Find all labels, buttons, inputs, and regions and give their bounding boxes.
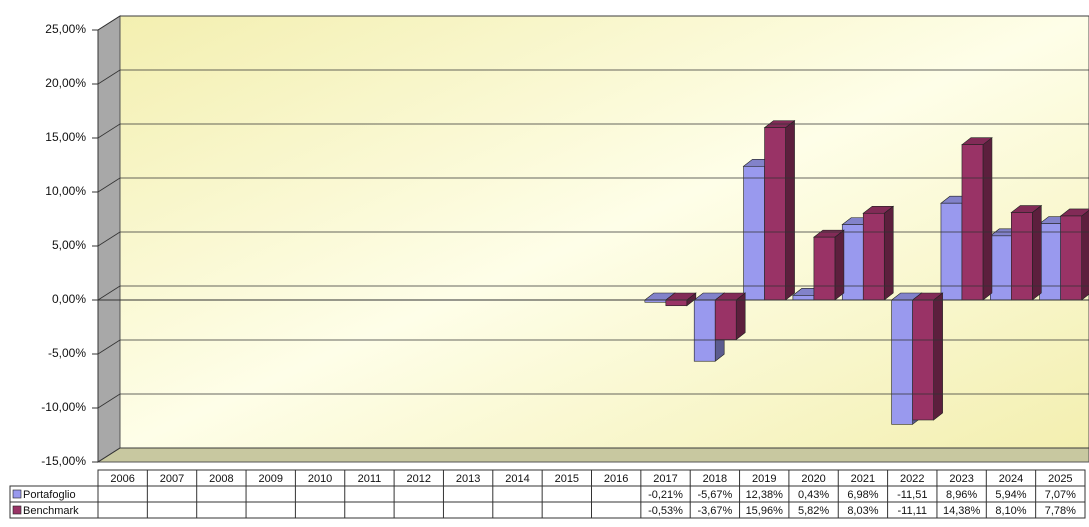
bar — [891, 299, 913, 425]
legend-swatch — [12, 489, 22, 499]
x-tick-label: 2009 — [258, 473, 282, 485]
x-tick-label: 2007 — [160, 473, 184, 485]
grid-line-side — [97, 69, 121, 85]
data-label: 7,07% — [1045, 489, 1076, 501]
x-tick-label: 2016 — [604, 473, 628, 485]
data-label: -5,67% — [697, 489, 732, 501]
bar — [912, 299, 934, 421]
legend-swatch — [12, 505, 22, 515]
data-label: 0,43% — [798, 489, 829, 501]
grid-line-side — [97, 285, 121, 301]
y-tick-label: 5,00% — [52, 238, 86, 252]
grid-line-side — [97, 447, 121, 463]
x-tick-label: 2008 — [209, 473, 233, 485]
data-label: 5,94% — [995, 489, 1026, 501]
bar — [1039, 223, 1061, 301]
data-label: 8,10% — [995, 505, 1026, 517]
bar — [1010, 212, 1033, 301]
x-tick-label: 2022 — [900, 473, 924, 485]
x-tick-label: 2017 — [653, 473, 677, 485]
y-tick-label: -10,00% — [41, 400, 86, 414]
bar-side — [982, 137, 993, 301]
legend-label: Benchmark — [23, 505, 79, 517]
bar — [764, 127, 786, 301]
bar — [862, 212, 885, 301]
bar — [813, 236, 836, 301]
x-tick-label: 2011 — [358, 473, 382, 485]
x-tick-label: 2010 — [308, 473, 332, 485]
data-label: 14,38% — [943, 505, 981, 517]
x-tick-label: 2006 — [110, 473, 134, 485]
data-label: 7,78% — [1045, 505, 1076, 517]
grid-line-side — [97, 339, 121, 355]
x-tick-label: 2015 — [555, 473, 579, 485]
x-tick-label: 2019 — [752, 473, 776, 485]
x-tick-label: 2020 — [801, 473, 825, 485]
data-label: -11,51 — [897, 489, 927, 501]
x-tick-label: 2013 — [456, 473, 480, 485]
x-tick-label: 2025 — [1048, 473, 1072, 485]
bar — [792, 295, 815, 301]
y-tick-label: 25,00% — [45, 22, 86, 36]
bar-side — [834, 229, 845, 301]
x-tick-label: 2023 — [949, 473, 973, 485]
y-tick-label: -5,00% — [48, 346, 86, 360]
y-tick-label: 20,00% — [45, 76, 86, 90]
bar — [665, 299, 688, 307]
bar-side — [933, 292, 943, 421]
data-label: 6,98% — [847, 489, 878, 501]
bar — [841, 224, 864, 301]
data-label: -11,11 — [897, 505, 927, 517]
bar — [940, 202, 963, 301]
y-tick-label: 15,00% — [45, 130, 86, 144]
marks — [643, 120, 1089, 425]
floor — [96, 447, 1089, 463]
data-label: 8,96% — [946, 489, 977, 501]
x-tick-label: 2014 — [505, 473, 529, 485]
y-tick-label: 10,00% — [45, 184, 86, 198]
grid-line-side — [97, 15, 121, 31]
grid-line-side — [97, 231, 121, 247]
x-tick-label: 2024 — [999, 473, 1023, 485]
x-tick-label: 2018 — [703, 473, 727, 485]
grid-line-side — [97, 393, 121, 409]
data-label: -0,53% — [648, 505, 683, 517]
x-tick-label: 2012 — [407, 473, 431, 485]
data-label: 12,38% — [746, 489, 784, 501]
data-label: 5,82% — [798, 505, 829, 517]
y-tick-label: 0,00% — [52, 292, 86, 306]
legend-label: Portafoglio — [23, 489, 76, 501]
bar-side — [785, 120, 795, 301]
bar — [743, 165, 765, 301]
grid-line-side — [97, 177, 121, 193]
bar — [961, 144, 984, 301]
data-label: -3,67% — [697, 505, 732, 517]
grid-line-side — [97, 123, 121, 139]
bar — [714, 299, 737, 340]
bar — [989, 235, 1012, 301]
bar — [693, 299, 716, 362]
y-tick-label: -15,00% — [41, 454, 86, 468]
data-label: -0,21% — [648, 489, 683, 501]
bar — [1060, 215, 1082, 301]
data-label: 15,96% — [746, 505, 784, 517]
x-tick-label: 2021 — [851, 473, 875, 485]
data-label: 8,03% — [847, 505, 878, 517]
